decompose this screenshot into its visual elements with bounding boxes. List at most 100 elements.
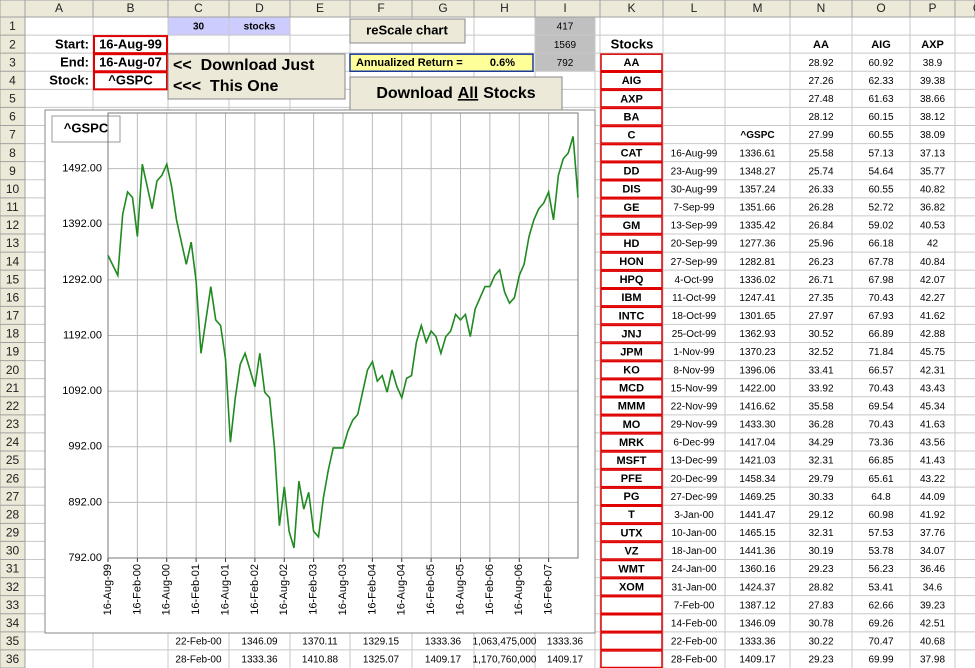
cell-text: 38.09 — [920, 130, 945, 141]
cell-text: ^GSPC — [108, 73, 153, 88]
cell-text: INTC — [619, 310, 645, 322]
ticker-box — [600, 216, 663, 235]
cell-text: 28.12 — [808, 112, 833, 123]
cell-text: 30.19 — [808, 546, 833, 557]
cell-text: 25-Oct-99 — [672, 329, 717, 340]
row-header: 13 — [6, 236, 20, 250]
ticker-box — [600, 198, 663, 217]
row-header: 8 — [9, 146, 16, 160]
cell-text: 1-Nov-99 — [673, 347, 715, 358]
download-all-button[interactable] — [349, 76, 563, 111]
cell-text: 1416.62 — [739, 401, 776, 412]
annualized-value: 0.6% — [490, 57, 515, 69]
download-one-button[interactable] — [167, 53, 346, 100]
cell-text: 60.15 — [868, 112, 893, 123]
highlight — [535, 17, 595, 72]
cell-text: Start: — [55, 37, 89, 52]
price-line — [107, 136, 579, 549]
cell-text: End: — [60, 55, 89, 70]
cell-text: 1333.36 — [241, 655, 278, 666]
rescale-button[interactable] — [349, 18, 466, 44]
cell-text: 7-Sep-99 — [673, 203, 715, 214]
cell-text: 1417.04 — [739, 438, 776, 449]
cell-text: 66.57 — [868, 365, 893, 376]
cell-text: 1336.02 — [739, 275, 776, 286]
cell-text: 66.18 — [868, 239, 893, 250]
x-tick-label: 16-Aug-04 — [396, 564, 408, 615]
column-header: B — [126, 1, 134, 15]
cell-text: 35.77 — [920, 166, 945, 177]
ticker-box — [600, 125, 663, 144]
cell-text: 70.47 — [868, 637, 893, 648]
cell-text: HON — [619, 256, 644, 268]
cell-text: 13-Dec-99 — [671, 456, 718, 467]
cell-text: 34.6 — [923, 582, 943, 593]
cell-text: 1346.09 — [241, 637, 278, 648]
cell-text: VZ — [624, 545, 638, 557]
x-tick-label: 16-Aug-06 — [513, 564, 525, 615]
row-header: 25 — [6, 453, 20, 467]
ticker-box — [600, 180, 663, 199]
column-header: N — [817, 1, 826, 15]
cell-text: 27.26 — [808, 76, 833, 87]
ticker-box — [600, 360, 663, 379]
ticker-box — [600, 306, 663, 325]
row-header: 32 — [6, 580, 20, 594]
cell-text: CAT — [621, 148, 643, 160]
cell-text: 3-Jan-00 — [674, 510, 714, 521]
cell-text: 70.43 — [868, 383, 893, 394]
ticker-box — [600, 252, 663, 271]
cell-text: 42.27 — [920, 293, 945, 304]
cell-text: 1433.30 — [739, 420, 776, 431]
cell-text: 1409.17 — [425, 655, 462, 666]
annualized-label: Annualized Return = — [356, 57, 463, 69]
cell-text: 41.63 — [920, 420, 945, 431]
download-one-label: << Download Just — [173, 57, 315, 74]
cell-text: 1387.12 — [739, 600, 776, 611]
row-header: 18 — [6, 327, 20, 341]
ticker-box — [600, 577, 663, 596]
download-all-text: Stocks — [483, 85, 536, 102]
cell-text: 33.92 — [808, 383, 833, 394]
row-header: 36 — [6, 652, 20, 666]
row-header: 11 — [6, 200, 19, 214]
column-header: Q — [973, 1, 975, 15]
cell-text: Stock: — [49, 73, 89, 88]
cell-text: 36.82 — [920, 203, 945, 214]
cell-text: 62.66 — [868, 600, 893, 611]
ticker-box — [600, 559, 663, 578]
cell-text: 69.26 — [868, 618, 893, 629]
cell-text: 10-Jan-00 — [671, 528, 716, 539]
cell-text: 59.02 — [868, 221, 893, 232]
cell-text: 28.82 — [808, 582, 833, 593]
row-header: 35 — [6, 634, 20, 648]
ticker-box — [600, 650, 663, 668]
cell-text: 25.96 — [808, 239, 833, 250]
row-header: 22 — [6, 399, 20, 413]
cell-text: 29-Nov-99 — [671, 420, 718, 431]
cell-text: 41.62 — [920, 311, 945, 322]
x-tick-label: 16-Feb-03 — [308, 564, 320, 615]
cell-text: GM — [623, 220, 641, 232]
cell-text: 62.33 — [868, 76, 893, 87]
cell-text: 29.79 — [808, 474, 833, 485]
ticker-box — [600, 505, 663, 524]
row-header: 14 — [6, 254, 20, 268]
cell-text: 30 — [193, 22, 205, 33]
cell-text: 20-Sep-99 — [671, 239, 718, 250]
ticker-box — [600, 451, 663, 470]
cell-text: 4-Oct-99 — [675, 275, 714, 286]
cell-text: MMM — [618, 401, 646, 413]
y-tick-label: 1192.00 — [63, 329, 102, 341]
cell-text: 20-Dec-99 — [671, 474, 718, 485]
cell-text: 64.8 — [871, 492, 891, 503]
cell-text: UTX — [621, 527, 644, 539]
column-header: P — [928, 1, 936, 15]
cell-text: 45.75 — [920, 347, 945, 358]
column-header: L — [691, 1, 698, 15]
y-tick-label: 892.00 — [68, 496, 102, 508]
cell-text: 27.99 — [808, 130, 833, 141]
cell-text: 15-Nov-99 — [671, 383, 718, 394]
cell-text: 1409.17 — [739, 655, 776, 666]
